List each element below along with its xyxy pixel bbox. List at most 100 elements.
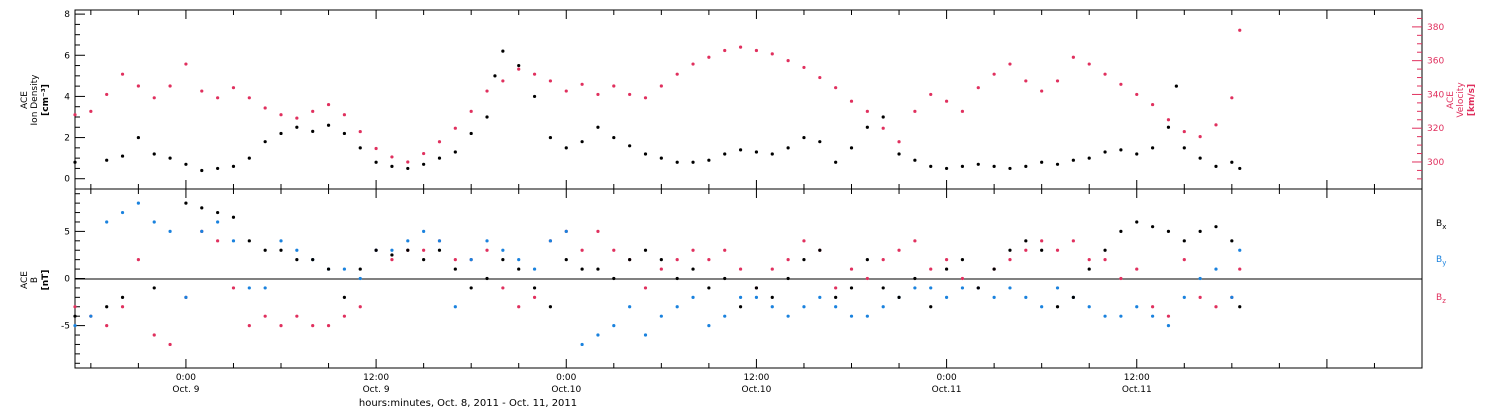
bz-point <box>1214 305 1218 309</box>
by-point <box>675 305 679 309</box>
density-point <box>818 140 822 144</box>
density-point <box>628 144 632 148</box>
density-point <box>723 152 727 156</box>
bx-point <box>342 295 346 299</box>
velocity-point <box>1230 96 1234 100</box>
by-point <box>231 239 236 243</box>
density-point <box>564 146 568 150</box>
bz-point <box>1087 258 1091 262</box>
bz-point <box>231 286 236 290</box>
density-ylabel-line2: Ion Density <box>30 74 40 126</box>
density-point <box>929 164 933 168</box>
bx-point <box>1055 305 1060 309</box>
density-point <box>754 150 759 154</box>
density-point <box>453 150 457 154</box>
by-point <box>786 314 790 318</box>
bx-point <box>200 206 204 210</box>
bz-point <box>326 324 331 328</box>
by-point <box>738 295 743 299</box>
bx-point <box>976 286 980 290</box>
density-point <box>200 168 204 173</box>
by-point <box>1135 305 1139 309</box>
density-tick-label: 6 <box>64 51 70 61</box>
by-point <box>485 239 489 243</box>
velocity-point <box>406 160 410 164</box>
bx-point <box>406 248 410 252</box>
bz-point <box>517 305 521 309</box>
density-point <box>1198 156 1202 160</box>
by-point <box>1214 267 1218 271</box>
bx-point <box>374 248 378 252</box>
by-point <box>1055 286 1060 290</box>
velocity-point <box>390 155 394 159</box>
density-point <box>73 160 77 164</box>
velocity-point <box>136 84 140 88</box>
bx-point <box>944 267 949 271</box>
by-point <box>247 286 251 290</box>
density-point <box>580 140 584 144</box>
density-point <box>1119 148 1123 152</box>
by-point <box>120 210 125 215</box>
by-point <box>358 276 362 281</box>
bx-point <box>786 276 790 281</box>
density-point <box>358 146 362 150</box>
by-point <box>960 286 965 290</box>
bx-point <box>913 276 917 281</box>
by-point <box>643 333 648 337</box>
bx-point <box>437 248 442 252</box>
svg-text:Bx: Bx <box>1436 219 1446 231</box>
bx-point <box>1151 225 1155 229</box>
bz-point <box>1040 239 1044 243</box>
legend-bz-subscript: z <box>1442 297 1446 305</box>
bx-point <box>231 215 236 219</box>
tick-labels: 0:00 Oct. 9 12:00 Oct. 9 0:00 Oct.10 12:00 Oct.… <box>61 10 1444 395</box>
velocity-point <box>802 65 806 70</box>
bx-point <box>422 258 426 262</box>
velocity-point <box>580 82 584 86</box>
bx-point <box>723 276 727 281</box>
velocity-point <box>643 96 648 100</box>
bz-point <box>501 286 505 290</box>
by-point <box>1230 295 1234 299</box>
bx-point <box>818 248 822 252</box>
bx-point <box>1230 239 1234 243</box>
velocity-point <box>659 84 663 88</box>
by-point <box>263 286 267 290</box>
velocity-point <box>1119 82 1123 86</box>
density-point <box>865 125 869 129</box>
by-point <box>184 295 188 299</box>
velocity-point <box>913 109 917 113</box>
velocity-point <box>612 84 616 88</box>
density-point <box>532 94 537 99</box>
by-point <box>136 201 140 205</box>
by-point <box>1182 295 1186 299</box>
svg-text:Bz: Bz <box>1436 293 1446 305</box>
by-point <box>1198 276 1202 281</box>
density-point <box>501 49 505 53</box>
by-point <box>1119 314 1123 318</box>
by-point <box>1087 305 1091 309</box>
density-point <box>1182 146 1186 150</box>
time-tick-label: 12:00 <box>743 373 769 383</box>
density-point <box>390 164 394 168</box>
date-tick-label: Oct.11 <box>932 385 962 395</box>
bx-point <box>485 276 489 281</box>
by-point <box>89 314 93 318</box>
bx-point <box>501 258 505 262</box>
legend-by-subscript: y <box>1442 259 1446 267</box>
bx-point <box>105 305 109 309</box>
by-point <box>390 248 394 252</box>
density-point <box>216 166 220 171</box>
density-point <box>659 156 663 160</box>
bx-point <box>580 267 584 271</box>
bx-point <box>73 314 77 318</box>
bx-point <box>1103 248 1107 252</box>
bx-point <box>1119 229 1123 233</box>
by-point <box>818 295 822 299</box>
density-point <box>1040 160 1044 164</box>
by-point <box>944 295 949 299</box>
bz-point <box>929 267 933 271</box>
velocity-tick-label: 360 <box>1427 57 1444 67</box>
density-point <box>1135 152 1139 156</box>
